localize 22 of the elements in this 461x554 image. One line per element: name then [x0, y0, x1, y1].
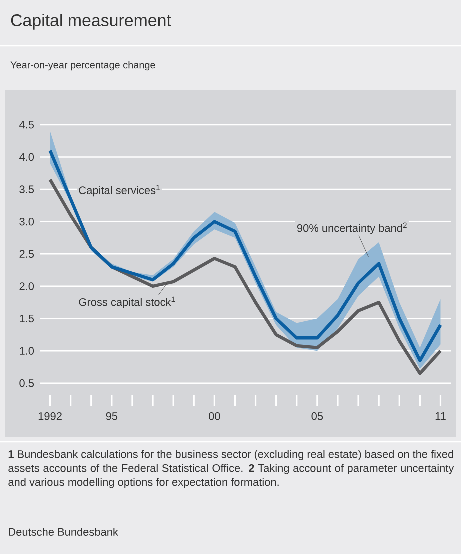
x-tick-label: 1992 — [38, 412, 62, 420]
y-tick-label: 4.5 — [19, 121, 34, 129]
y-tick-label: 1.5 — [20, 314, 34, 323]
y-tick-label: 3.0 — [20, 218, 34, 226]
x-tick-label: 05 — [312, 412, 324, 420]
text: Deutsche Bundesbank — [9, 528, 118, 536]
y-tick-label: 2.0 — [20, 282, 34, 290]
line-series — [48, 178, 442, 376]
y-tick-label: 3.5 — [20, 186, 34, 194]
annotation: 90% uncertainty band$^{2}$ — [297, 222, 407, 234]
series-label: Gross capital stock$^{1}$ — [79, 296, 176, 308]
x-tick-label: 95 — [106, 412, 118, 420]
x-tick-label: 00 — [209, 412, 220, 420]
y-tick-label: 0.5 — [20, 380, 34, 388]
text: 1 Bundesbank calculations for the business sector (excluding real estate) based on the fixed assets accounts of the Federal Statistical Office. 2 Taking account of parameter uncertainty and various modelling options for expectation formation. — [8, 450, 454, 488]
chart-title: Capital measurement — [11, 14, 172, 30]
chart-subtitle: Year-on-year percentage change — [10, 61, 156, 71]
x-tick-label: 11 — [436, 412, 446, 420]
y-tick-label: 4.0 — [19, 153, 34, 162]
series-label: Capital services$^{1}$ — [79, 185, 160, 197]
y-tick-label: 1.0 — [20, 347, 34, 355]
y-tick-label: 2.5 — [20, 250, 34, 258]
